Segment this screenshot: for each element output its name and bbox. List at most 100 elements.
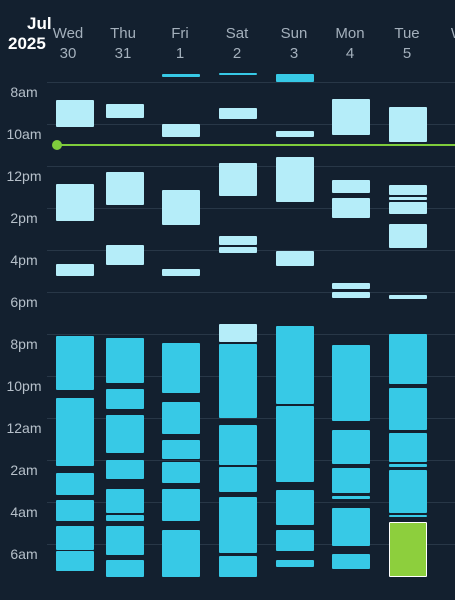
day-header-number[interactable]: 3 — [289, 45, 299, 62]
day-header-number[interactable]: 5 — [402, 45, 412, 62]
calendar-event-block[interactable] — [219, 497, 257, 553]
calendar-event-block[interactable] — [276, 490, 314, 525]
calendar-event-block[interactable] — [162, 402, 200, 434]
calendar-event-block[interactable] — [56, 264, 94, 276]
day-header-name[interactable]: Wed — [52, 25, 84, 42]
calendar-event-block[interactable] — [56, 500, 94, 521]
calendar-event-block[interactable] — [219, 163, 257, 196]
day-header-name[interactable]: Fri — [171, 25, 189, 42]
calendar-event-block[interactable] — [56, 526, 94, 550]
calendar-event-block[interactable] — [332, 468, 370, 493]
time-label: 2am — [10, 462, 38, 478]
calendar-event-block[interactable] — [162, 462, 200, 483]
calendar-event-block[interactable] — [162, 489, 200, 521]
calendar-event-block[interactable] — [276, 157, 314, 202]
calendar-event-block[interactable] — [219, 425, 257, 465]
time-label: 8am — [10, 84, 38, 100]
day-header-name[interactable]: W — [428, 25, 455, 42]
calendar-event-block[interactable] — [106, 104, 144, 118]
calendar-event-block[interactable] — [332, 554, 370, 569]
calendar-event-block[interactable] — [106, 415, 144, 453]
calendar-event-block[interactable] — [332, 283, 370, 289]
time-label: 10am — [6, 126, 42, 142]
calendar-event-block[interactable] — [276, 560, 314, 567]
calendar-event-block[interactable] — [162, 530, 200, 577]
calendar-event-block[interactable] — [389, 334, 427, 384]
hour-gridline — [47, 124, 455, 125]
calendar-event-block[interactable] — [162, 124, 200, 137]
calendar-event-block[interactable] — [332, 430, 370, 464]
calendar-event-block[interactable] — [389, 202, 427, 214]
calendar-event-block[interactable] — [106, 460, 144, 479]
calendar-event-block[interactable] — [389, 197, 427, 200]
calendar-event-block[interactable] — [219, 344, 257, 418]
calendar-event-block[interactable] — [56, 336, 94, 390]
hour-gridline — [47, 292, 455, 293]
day-header-name[interactable]: Mon — [335, 25, 365, 42]
calendar-event-block[interactable] — [389, 224, 427, 248]
calendar-event-block[interactable] — [162, 269, 200, 276]
calendar-event-block[interactable] — [276, 251, 314, 266]
time-label: 6pm — [10, 294, 38, 310]
calendar-event-block[interactable] — [276, 406, 314, 482]
hour-gridline — [47, 208, 455, 209]
calendar-event-block[interactable] — [389, 185, 427, 195]
calendar-event-block[interactable] — [389, 388, 427, 430]
day-header-number[interactable]: 2 — [232, 45, 242, 62]
calendar-event-block[interactable] — [389, 433, 427, 462]
current-time-line — [57, 144, 455, 146]
selected-event-block[interactable] — [389, 522, 427, 577]
calendar-event-block[interactable] — [162, 440, 200, 459]
calendar-event-block[interactable] — [332, 496, 370, 499]
calendar-event-block[interactable] — [106, 172, 144, 205]
calendar-event-block[interactable] — [106, 338, 144, 383]
calendar-event-block[interactable] — [219, 73, 257, 75]
calendar-event-block[interactable] — [332, 198, 370, 218]
calendar-event-block[interactable] — [106, 245, 144, 265]
calendar-event-block[interactable] — [389, 295, 427, 299]
calendar-event-block[interactable] — [219, 324, 257, 342]
calendar-event-block[interactable] — [162, 74, 200, 77]
calendar-event-block[interactable] — [106, 489, 144, 513]
time-label: 6am — [10, 546, 38, 562]
day-header-name[interactable]: Sat — [225, 25, 249, 42]
calendar-event-block[interactable] — [219, 236, 257, 245]
calendar-event-block[interactable] — [106, 515, 144, 521]
calendar-event-block[interactable] — [276, 326, 314, 404]
calendar-event-block[interactable] — [276, 131, 314, 137]
time-label: 4am — [10, 504, 38, 520]
calendar-event-block[interactable] — [219, 556, 257, 577]
calendar-event-block[interactable] — [219, 247, 257, 253]
day-header-name[interactable]: Thu — [110, 25, 136, 42]
day-header-number[interactable]: 30 — [59, 45, 77, 62]
calendar-event-block[interactable] — [56, 398, 94, 466]
calendar-event-block[interactable] — [276, 74, 314, 82]
calendar-event-block[interactable] — [332, 99, 370, 135]
calendar-event-block[interactable] — [56, 551, 94, 571]
calendar-event-block[interactable] — [106, 389, 144, 409]
calendar-event-block[interactable] — [332, 345, 370, 421]
day-header-name[interactable]: Sun — [280, 25, 308, 42]
calendar-event-block[interactable] — [219, 467, 257, 492]
day-header-number[interactable]: 1 — [175, 45, 185, 62]
calendar-event-block[interactable] — [162, 343, 200, 393]
calendar-event-block[interactable] — [332, 508, 370, 546]
calendar-event-block[interactable] — [332, 180, 370, 193]
calendar-event-block[interactable] — [162, 190, 200, 225]
calendar-event-block[interactable] — [56, 184, 94, 221]
day-header-number[interactable]: 4 — [345, 45, 355, 62]
calendar-event-block[interactable] — [56, 473, 94, 495]
calendar-event-block[interactable] — [332, 292, 370, 298]
calendar-event-block[interactable] — [389, 470, 427, 513]
calendar-event-block[interactable] — [389, 464, 427, 467]
calendar-event-block[interactable] — [56, 100, 94, 127]
day-header-name[interactable]: Tue — [394, 25, 420, 42]
calendar-event-block[interactable] — [276, 530, 314, 551]
time-label: 12pm — [6, 168, 42, 184]
calendar-event-block[interactable] — [106, 560, 144, 577]
calendar-event-block[interactable] — [389, 107, 427, 142]
calendar-event-block[interactable] — [106, 526, 144, 555]
calendar-event-block[interactable] — [219, 108, 257, 119]
calendar-event-block[interactable] — [389, 515, 427, 517]
day-header-number[interactable]: 31 — [114, 45, 132, 62]
